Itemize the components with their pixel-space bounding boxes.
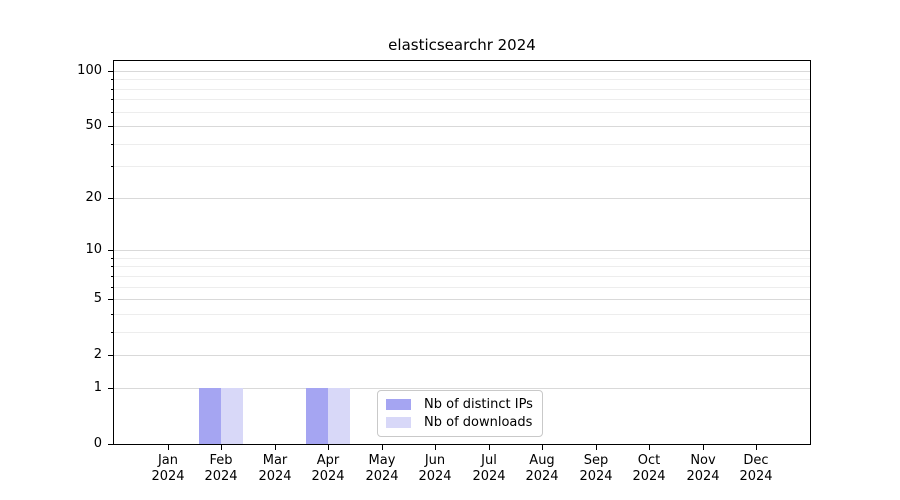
minor-gridline [114, 266, 810, 267]
x-tick-label: Jan 2024 [151, 453, 185, 484]
y-tick-mark [108, 388, 114, 389]
bar-distinct-ips [199, 388, 221, 444]
plot-area [114, 61, 810, 444]
y-minor-tick-mark [111, 112, 114, 113]
x-tick-mark [703, 445, 704, 450]
y-tick-label: 10 [85, 242, 102, 257]
major-gridline [114, 299, 810, 300]
chart-title: elasticsearchr 2024 [388, 36, 536, 54]
bar-downloads [221, 388, 243, 444]
minor-gridline [114, 314, 810, 315]
x-tick-label: Jun 2024 [418, 453, 452, 484]
major-gridline [114, 71, 810, 72]
x-tick-mark [542, 445, 543, 450]
x-tick-mark [489, 445, 490, 450]
y-minor-tick-mark [111, 144, 114, 145]
x-tick-mark [168, 445, 169, 450]
major-gridline [114, 388, 810, 389]
y-minor-tick-mark [111, 332, 114, 333]
y-tick-mark [108, 355, 114, 356]
x-tick-label: Oct 2024 [632, 453, 666, 484]
minor-gridline [114, 79, 810, 80]
x-tick-mark [756, 445, 757, 450]
x-tick-mark [328, 445, 329, 450]
y-tick-mark [108, 126, 114, 127]
x-tick-label: Nov 2024 [686, 453, 720, 484]
y-minor-tick-mark [111, 79, 114, 80]
y-minor-tick-mark [111, 276, 114, 277]
major-gridline [114, 198, 810, 199]
x-tick-mark [596, 445, 597, 450]
minor-gridline [114, 112, 810, 113]
x-tick-mark [382, 445, 383, 450]
x-tick-mark [221, 445, 222, 450]
x-tick-mark [649, 445, 650, 450]
x-tick-mark [275, 445, 276, 450]
x-tick-label: Mar 2024 [258, 453, 292, 484]
y-tick-label: 20 [85, 190, 102, 205]
legend: Nb of distinct IPs Nb of downloads [377, 390, 543, 437]
minor-gridline [114, 144, 810, 145]
legend-swatch-distinct-ips [386, 398, 411, 410]
major-gridline [114, 355, 810, 356]
legend-item-downloads: Nb of downloads [384, 415, 536, 430]
legend-item-distinct-ips: Nb of distinct IPs [384, 397, 536, 412]
x-tick-label: Sep 2024 [579, 453, 613, 484]
y-tick-mark [108, 299, 114, 300]
minor-gridline [114, 276, 810, 277]
y-minor-tick-mark [111, 166, 114, 167]
y-minor-tick-mark [111, 258, 114, 259]
x-tick-label: Jul 2024 [472, 453, 506, 484]
legend-label-downloads: Nb of downloads [424, 415, 533, 431]
y-tick-mark [108, 198, 114, 199]
minor-gridline [114, 332, 810, 333]
bar-distinct-ips [306, 388, 328, 444]
y-tick-mark [108, 444, 114, 445]
y-tick-label: 2 [93, 347, 102, 362]
y-minor-tick-mark [111, 89, 114, 90]
y-minor-tick-mark [111, 287, 114, 288]
y-minor-tick-mark [111, 266, 114, 267]
minor-gridline [114, 258, 810, 259]
bar-downloads [328, 388, 350, 444]
major-gridline [114, 250, 810, 251]
x-tick-label: May 2024 [365, 453, 399, 484]
x-tick-label: Aug 2024 [525, 453, 559, 484]
y-tick-label: 50 [85, 118, 102, 133]
y-tick-label: 1 [93, 380, 102, 395]
minor-gridline [114, 287, 810, 288]
y-minor-tick-mark [111, 314, 114, 315]
minor-gridline [114, 89, 810, 90]
y-tick-mark [108, 71, 114, 72]
y-tick-label: 0 [93, 436, 102, 451]
y-tick-label: 100 [77, 63, 102, 78]
legend-swatch-downloads [386, 417, 411, 429]
y-tick-label: 5 [93, 291, 102, 306]
minor-gridline [114, 166, 810, 167]
x-tick-label: Feb 2024 [204, 453, 238, 484]
y-minor-tick-mark [111, 99, 114, 100]
minor-gridline [114, 99, 810, 100]
x-tick-mark [435, 445, 436, 450]
legend-label-distinct-ips: Nb of distinct IPs [424, 396, 533, 412]
x-tick-label: Apr 2024 [311, 453, 345, 484]
major-gridline [114, 126, 810, 127]
x-tick-label: Dec 2024 [739, 453, 773, 484]
y-tick-mark [108, 250, 114, 251]
